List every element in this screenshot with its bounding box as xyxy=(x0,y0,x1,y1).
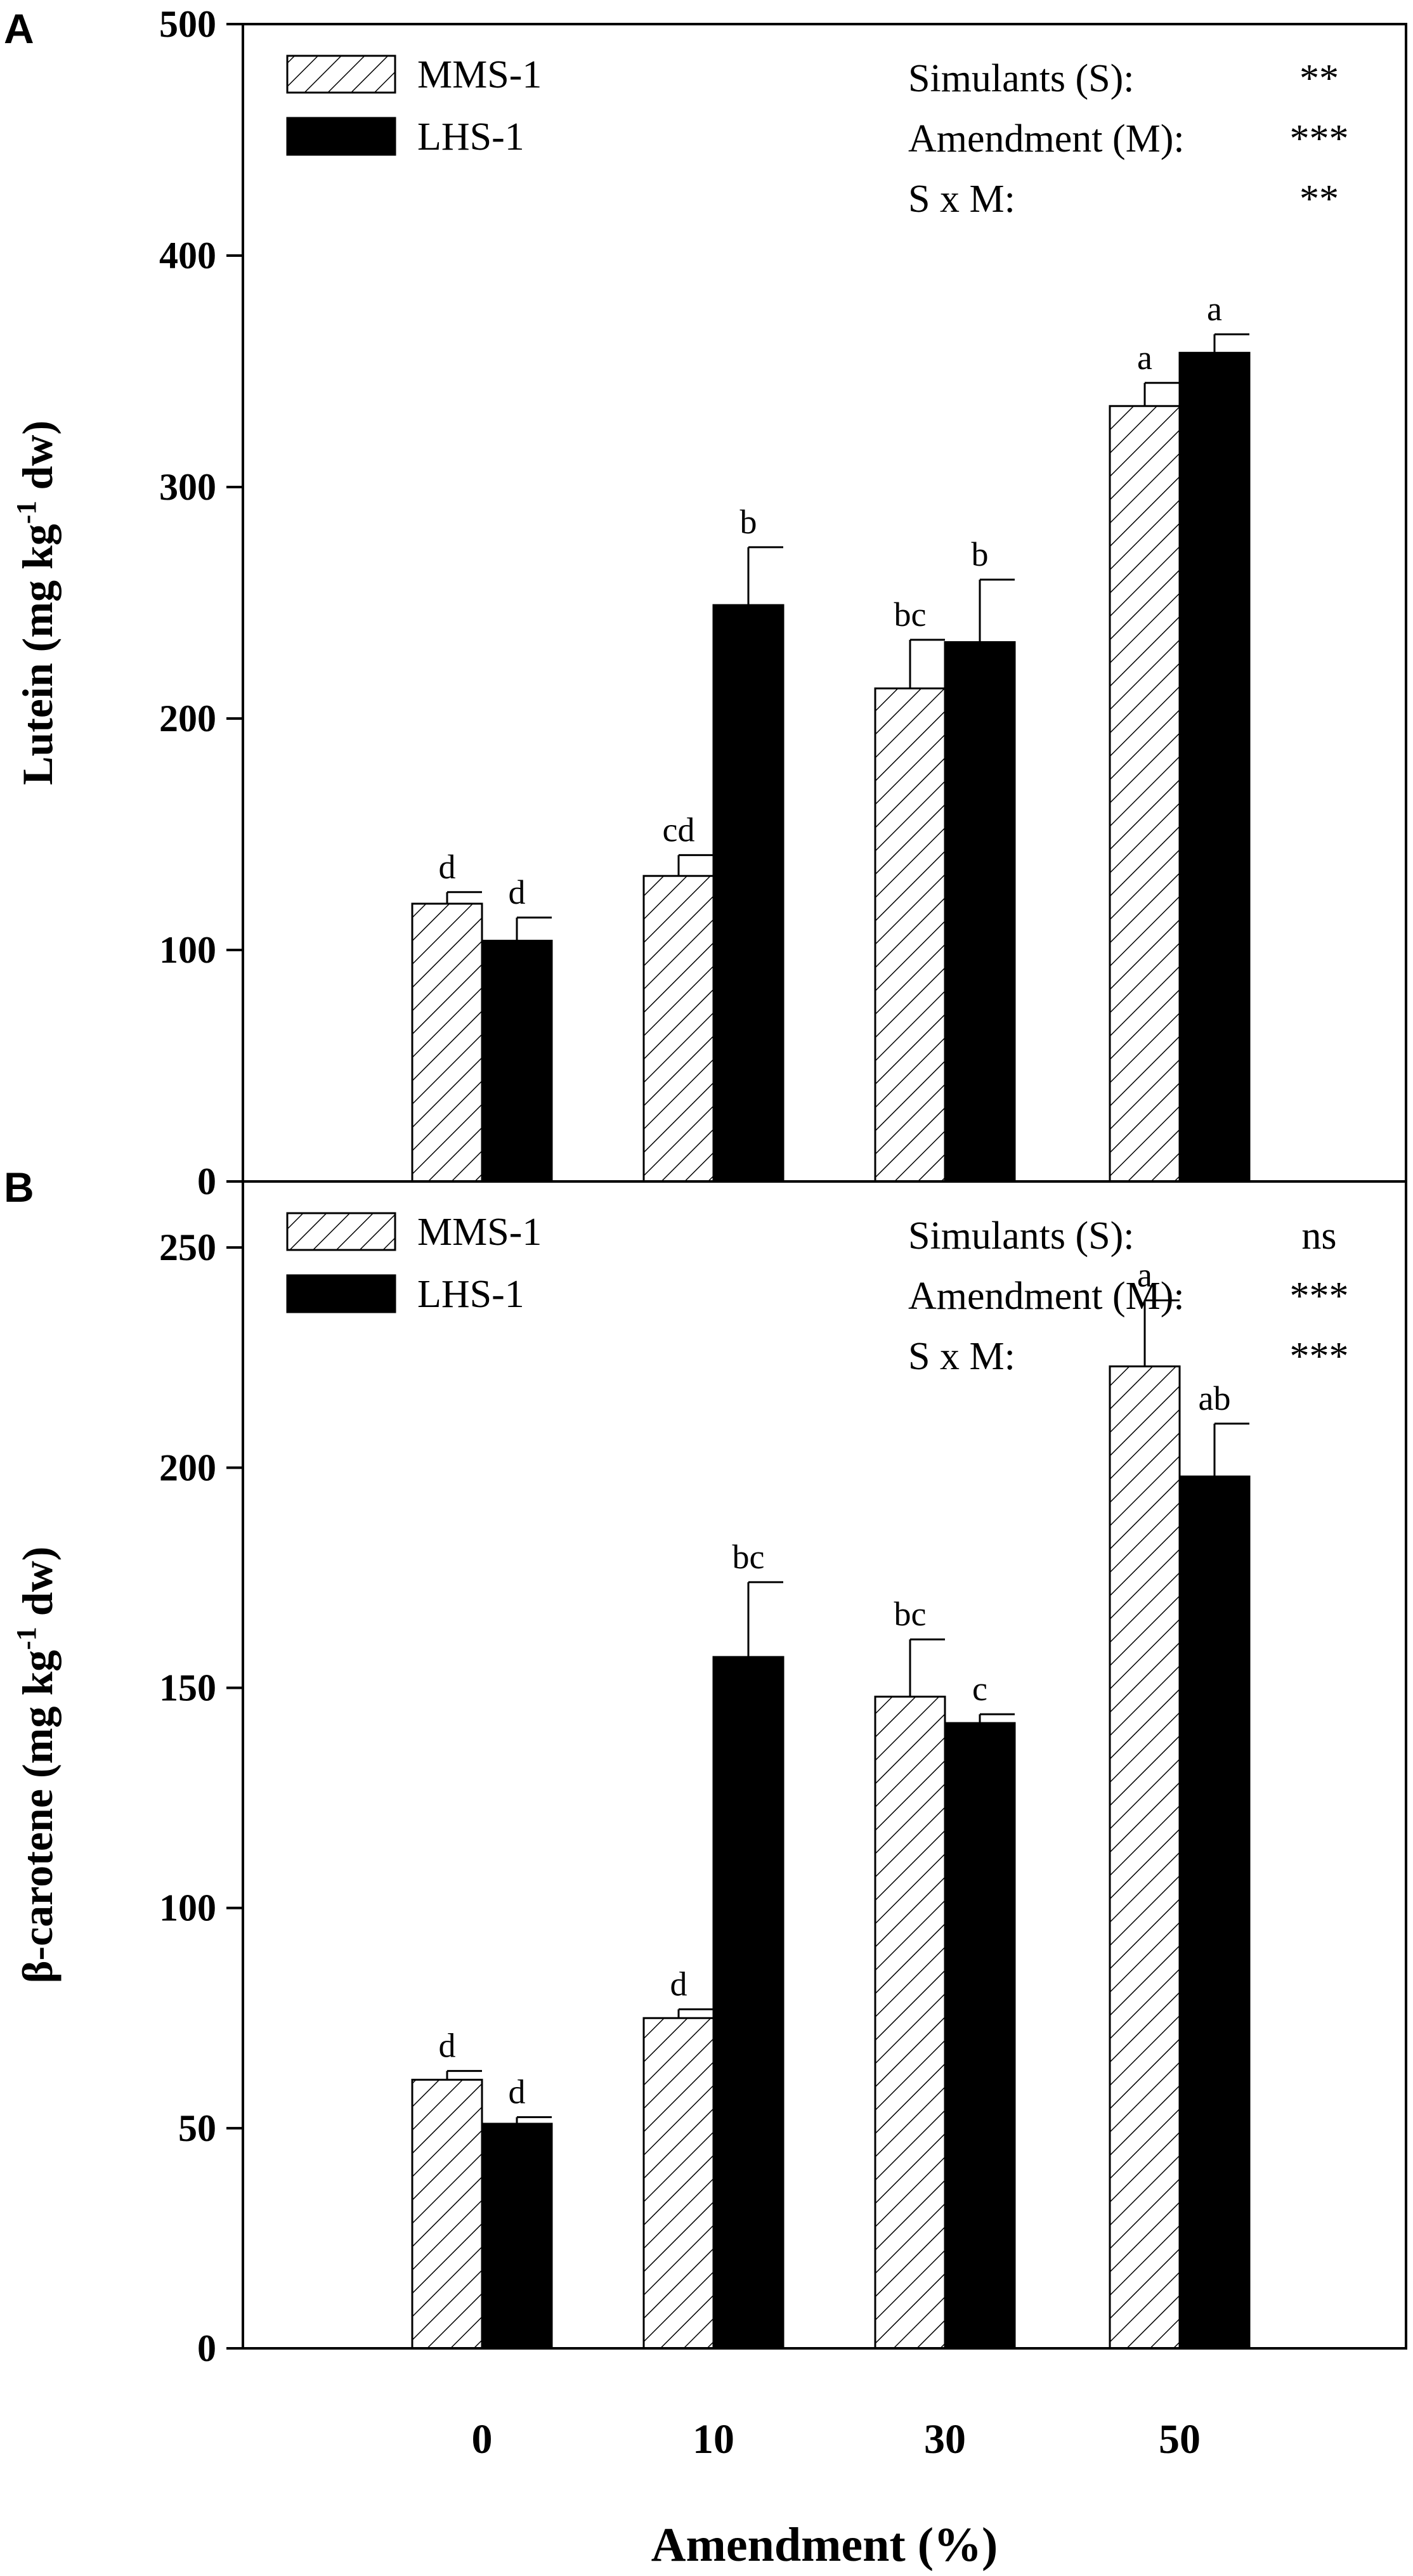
x-tick-label: 10 xyxy=(693,2416,734,2462)
bar-lhs-1-0 xyxy=(481,2123,553,2350)
legend-swatch xyxy=(286,1212,396,1251)
bar-mms-1-10 xyxy=(642,875,715,1183)
significance-letter: cd xyxy=(663,810,695,849)
significance-letter: bc xyxy=(894,1595,927,1633)
bar-lhs-1-10 xyxy=(712,604,785,1183)
y-tick-label: 200 xyxy=(159,698,216,739)
y-axis-label: Lutein (mg kg-1 dw) xyxy=(11,420,62,785)
significance-letter: c xyxy=(972,1670,987,1708)
bar-mms-1-0 xyxy=(411,902,483,1183)
bar-mms-1-50 xyxy=(1109,405,1181,1183)
significance-letter: a xyxy=(1207,290,1222,328)
bar-mms-1-30 xyxy=(874,1695,946,2350)
y-tick-label: 0 xyxy=(197,1161,216,1202)
significance-letter: bc xyxy=(733,1538,765,1576)
legend-swatch xyxy=(286,55,396,94)
stat-value: *** xyxy=(1290,117,1349,160)
y-tick-label: 500 xyxy=(159,3,216,45)
bar-mms-1-0 xyxy=(411,2078,483,2350)
bar-lhs-1-50 xyxy=(1178,1475,1251,2350)
stat-value: ns xyxy=(1301,1214,1336,1258)
significance-letter: bc xyxy=(894,595,927,634)
significance-letter: d xyxy=(439,2027,456,2065)
significance-letter: a xyxy=(1137,339,1152,377)
stat-value: ** xyxy=(1299,57,1339,100)
y-tick-label: 50 xyxy=(178,2107,216,2149)
significance-letter: d xyxy=(509,2072,526,2111)
y-tick-label: 100 xyxy=(159,929,216,971)
panel-letter: B xyxy=(4,1164,34,1211)
legend-label: LHS-1 xyxy=(417,1273,524,1316)
legend-label: LHS-1 xyxy=(417,115,524,159)
legend-label: MMS-1 xyxy=(417,53,542,96)
plot-frame xyxy=(242,1180,1407,2350)
bar-mms-1-50 xyxy=(1109,1365,1181,2350)
stat-label: Simulants (S): xyxy=(908,57,1135,100)
bar-lhs-1-10 xyxy=(712,1656,785,2350)
stat-value: ** xyxy=(1299,178,1339,221)
chart-panel-b: B 0 50 100 150 200 250 β-carotene (mg kg-1 dw) d… xyxy=(4,1164,1407,2369)
y-tick-label: 400 xyxy=(159,235,216,276)
bar-mms-1-10 xyxy=(642,2017,715,2350)
stat-label: Amendment (M): xyxy=(908,1275,1185,1318)
stat-value: *** xyxy=(1290,1275,1349,1318)
stat-label: Amendment (M): xyxy=(908,117,1185,160)
stat-label: Simulants (S): xyxy=(908,1214,1135,1258)
bar-mms-1-30 xyxy=(874,687,946,1183)
bar-lhs-1-0 xyxy=(481,939,553,1183)
legend-label: MMS-1 xyxy=(417,1211,542,1254)
y-tick-label: 0 xyxy=(197,2327,216,2369)
panel-letter: A xyxy=(4,5,34,52)
significance-letter: ab xyxy=(1199,1379,1231,1417)
x-tick-label: 50 xyxy=(1159,2416,1201,2462)
chart-panel-a: A 0 100 200 300 400 500 Lutein (mg kg-1 dw) d cd b… xyxy=(4,3,1407,1202)
y-tick-label: 250 xyxy=(159,1226,216,1268)
significance-letter: d xyxy=(509,873,526,911)
y-tick-label: 150 xyxy=(159,1667,216,1708)
stat-label: S x M: xyxy=(908,178,1015,221)
legend-swatch xyxy=(286,117,396,156)
x-axis-label: Amendment (%) xyxy=(651,2518,998,2572)
bar-lhs-1-30 xyxy=(944,1722,1016,2350)
legend-swatch xyxy=(286,1274,396,1313)
stat-label: S x M: xyxy=(908,1335,1015,1378)
y-tick-label: 200 xyxy=(159,1447,216,1488)
y-tick-label: 100 xyxy=(159,1887,216,1929)
significance-letter: b xyxy=(740,503,757,541)
significance-letter: a xyxy=(1137,1256,1152,1294)
significance-letter: d xyxy=(439,848,456,886)
bar-lhs-1-50 xyxy=(1178,351,1251,1183)
x-tick-label: 0 xyxy=(472,2416,493,2462)
stat-value: *** xyxy=(1290,1335,1349,1378)
y-tick-label: 300 xyxy=(159,466,216,508)
x-tick-label: 30 xyxy=(924,2416,966,2462)
significance-letter: b xyxy=(972,535,989,573)
y-axis-label: β-carotene (mg kg-1 dw) xyxy=(11,1547,62,1984)
bar-lhs-1-30 xyxy=(944,641,1016,1183)
significance-letter: d xyxy=(670,1965,687,2003)
